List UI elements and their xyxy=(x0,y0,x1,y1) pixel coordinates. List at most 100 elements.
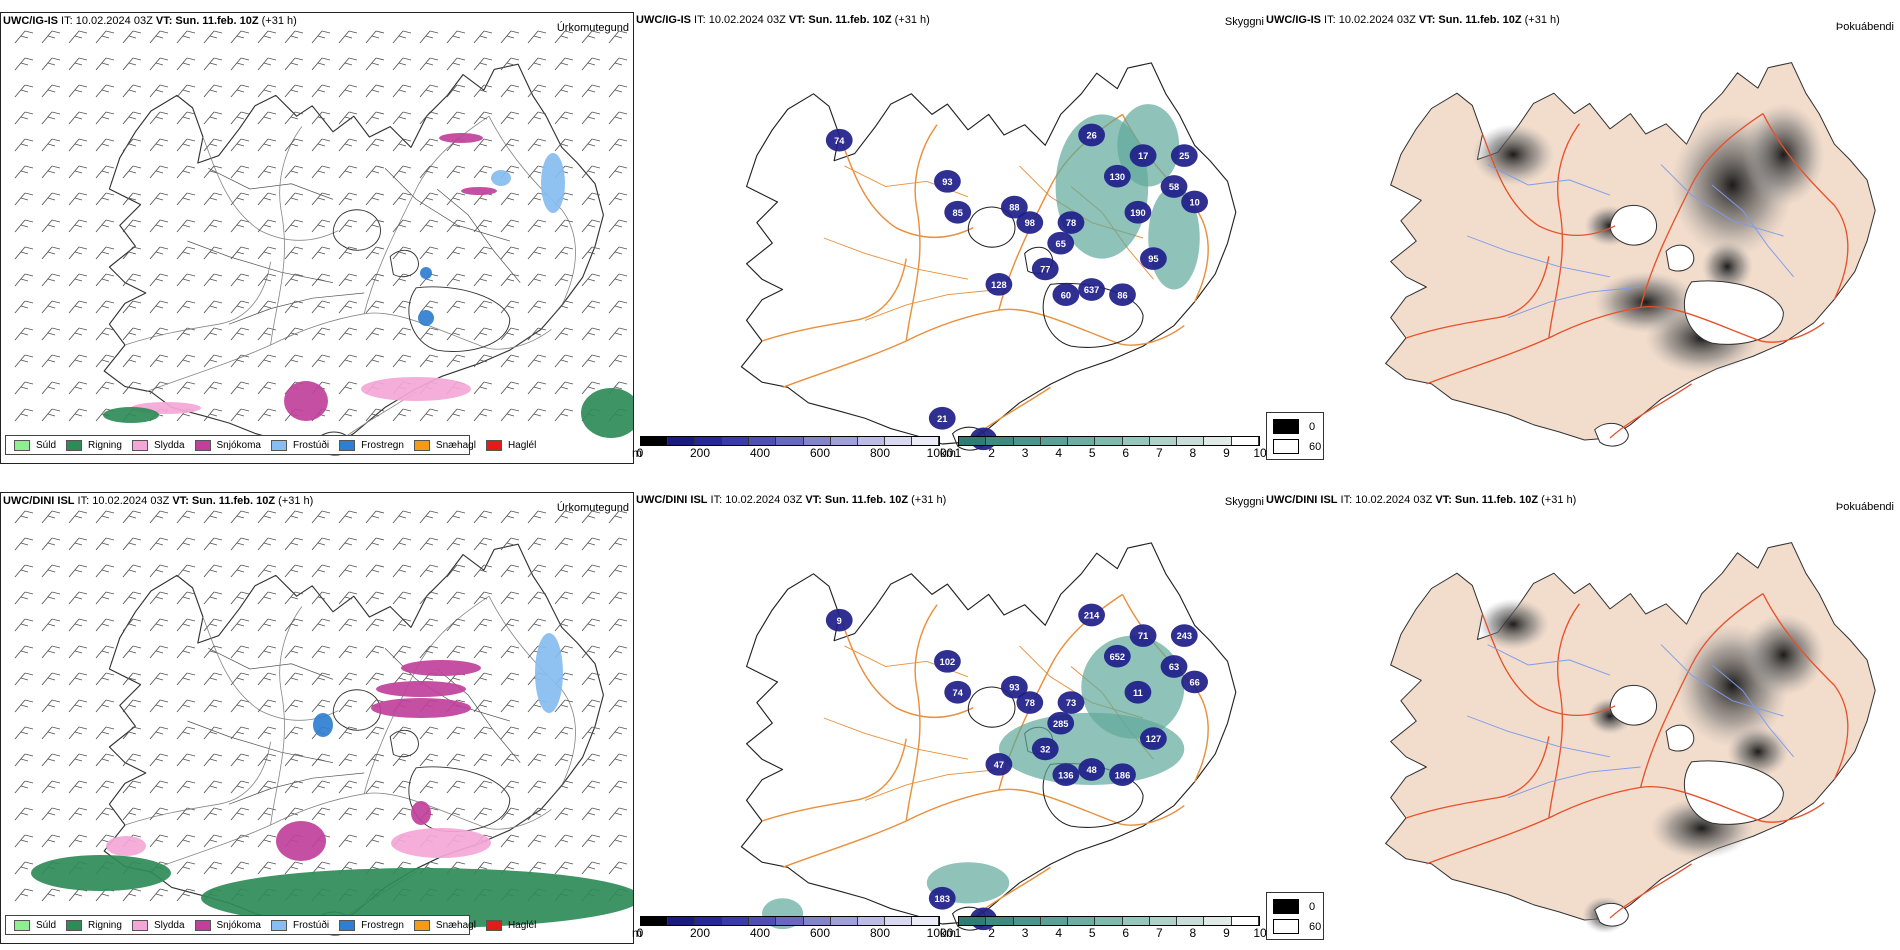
legend-swatch xyxy=(66,439,83,451)
fog-legend: 0 60 xyxy=(1266,892,1324,940)
low-visibility-area xyxy=(1124,200,1152,224)
legend-swatch xyxy=(339,919,356,931)
scale-tick-label: 1 xyxy=(954,446,962,460)
visibility-value-label: 183 xyxy=(935,894,950,904)
scale-tick-label: 6 xyxy=(1122,446,1130,460)
legend-swatch xyxy=(194,439,211,451)
legend-label: Frostregn xyxy=(361,439,404,451)
low-visibility-area xyxy=(1047,711,1075,735)
scale-tick-label: 7 xyxy=(1155,926,1163,940)
visibility-scale-km-unit: km xyxy=(940,446,956,460)
visibility-scale-m-unit: m xyxy=(632,446,642,460)
legend-swatch xyxy=(413,919,430,931)
low-visibility-area xyxy=(1057,691,1085,714)
precip-legend: Súld Rigning Slydda Snjókoma Frostúði Frostre… xyxy=(5,435,536,455)
low-visibility-area xyxy=(1140,247,1167,270)
fog-legend-swatch-60 xyxy=(1273,439,1299,454)
low-visibility-area xyxy=(944,200,972,224)
low-visibility-area xyxy=(1109,763,1136,786)
scale-tick-label: 8 xyxy=(1189,446,1197,460)
precip-legend: Súld Rigning Slydda Snjókoma Frostúði Frostre… xyxy=(5,915,536,935)
legend-swatch xyxy=(14,919,30,931)
visibility-value-label: 73 xyxy=(1066,698,1076,708)
visibility-value-label: 190 xyxy=(1130,208,1145,218)
visibility-value-label: 65 xyxy=(1056,239,1066,249)
legend-swatch xyxy=(270,919,287,931)
visibility-scale-km: 1 2 3 4 5 6 7 8 9 10 xyxy=(954,916,1267,940)
visibility-value-label: 127 xyxy=(1146,734,1161,744)
legend-label: Snæhagl xyxy=(435,919,476,931)
low-visibility-area xyxy=(1181,670,1208,694)
legend-swatch xyxy=(413,439,430,451)
scale-tick-label: 3 xyxy=(1021,446,1029,460)
panel-header: UWC/IG-IS IT: 10.02.2024 03Z VT: Sun. 11… xyxy=(636,14,930,26)
visibility-value-label: 25 xyxy=(1179,151,1189,161)
scale-tick-label: 200 xyxy=(689,446,711,460)
low-visibility-area xyxy=(1129,624,1157,647)
fog-legend-label: 0 xyxy=(1309,900,1316,913)
scale-tick-label: 1 xyxy=(954,926,962,940)
visibility-value-label: 26 xyxy=(1086,131,1096,141)
low-visibility-area xyxy=(928,886,956,910)
visibility-value-label: 48 xyxy=(1086,765,1096,775)
legend-label: Snjókoma xyxy=(216,439,261,451)
scale-tick-label: 0 xyxy=(636,446,644,460)
scale-tick-label: 5 xyxy=(1088,446,1096,460)
precip-legend-item: Haglél xyxy=(485,919,537,931)
scale-tick-label: 2 xyxy=(988,926,995,940)
low-visibility-area xyxy=(944,680,972,704)
panel-type-label: Skyggni xyxy=(1224,16,1264,28)
low-visibility-area xyxy=(1000,675,1028,699)
precip-legend-item: Rigning xyxy=(66,439,122,451)
low-visibility-area xyxy=(985,273,1013,296)
scale-tick-label: 1000 xyxy=(926,926,954,940)
legend-swatch xyxy=(66,919,83,931)
low-visibility-area xyxy=(1109,283,1136,306)
scale-tick-label: 9 xyxy=(1223,926,1230,940)
low-visibility-area xyxy=(934,650,961,673)
panel-type-label: Úrkomutegund xyxy=(556,502,629,514)
fog-panel-row2: UWC/DINI ISL IT: 10.02.2024 03Z VT: Sun.… xyxy=(1264,492,1900,944)
legend-label: Snæhagl xyxy=(435,439,476,451)
low-visibility-area xyxy=(1170,624,1198,647)
fog-map xyxy=(1385,62,1876,447)
scale-tick-label: 200 xyxy=(689,926,711,940)
visibility-map: 9 102 74 93 78 73 285 32 136 48 186 214 71 652 11 63 66 4… xyxy=(740,542,1237,931)
precip-legend-item: Snjókoma xyxy=(194,439,261,451)
visibility-value-label: 32 xyxy=(1040,745,1050,755)
visibility-value-label: 71 xyxy=(1138,631,1148,641)
visibility-value-label: 60 xyxy=(1061,290,1071,300)
legend-label: Haglél xyxy=(507,919,537,931)
panel-type-label: Þokuábendi xyxy=(1835,21,1894,33)
scale-tick-label: 6 xyxy=(1122,926,1130,940)
low-visibility-area xyxy=(1140,727,1167,750)
precip-legend-item: Frostregn xyxy=(339,439,404,451)
precip-map xyxy=(14,510,633,936)
panel-header: UWC/IG-IS IT: 10.02.2024 03Z VT: Sun. 11… xyxy=(1266,14,1560,26)
visibility-value-label: 243 xyxy=(1177,631,1192,641)
fog-legend-label: 60 xyxy=(1309,920,1322,933)
low-visibility-area xyxy=(1170,144,1198,167)
legend-label: Slydda xyxy=(153,439,185,451)
visibility-map: 74 93 85 88 98 78 65 77 60 637 86 26 17 130 190 58 10 128… xyxy=(740,62,1237,451)
fog-panel-row1: UWC/IG-IS IT: 10.02.2024 03Z VT: Sun. 11… xyxy=(1264,12,1900,464)
low-visibility-area xyxy=(1052,283,1080,306)
visibility-value-label: 77 xyxy=(1040,265,1050,275)
fog-legend: 0 60 xyxy=(1266,412,1324,460)
fog-legend-label: 60 xyxy=(1309,440,1322,453)
low-visibility-area xyxy=(1181,190,1208,214)
scale-tick-label: 400 xyxy=(749,926,771,940)
precip-legend-item: Slydda xyxy=(131,919,185,931)
precip-areas xyxy=(103,133,633,438)
precip-legend-item: Snæhagl xyxy=(413,439,476,451)
scale-tick-label: 10 xyxy=(1253,926,1267,940)
fog-legend-swatch-0 xyxy=(1273,899,1299,914)
legend-swatch xyxy=(14,439,30,451)
legend-label: Súld xyxy=(36,919,57,931)
panel-type-label: Úrkomutegund xyxy=(556,22,629,34)
visibility-value-label: 285 xyxy=(1053,719,1068,729)
low-visibility-area xyxy=(1016,211,1044,234)
scale-tick-label: 600 xyxy=(809,926,831,940)
visibility-value-label: 47 xyxy=(994,760,1004,770)
visibility-value-label: 652 xyxy=(1110,652,1125,662)
